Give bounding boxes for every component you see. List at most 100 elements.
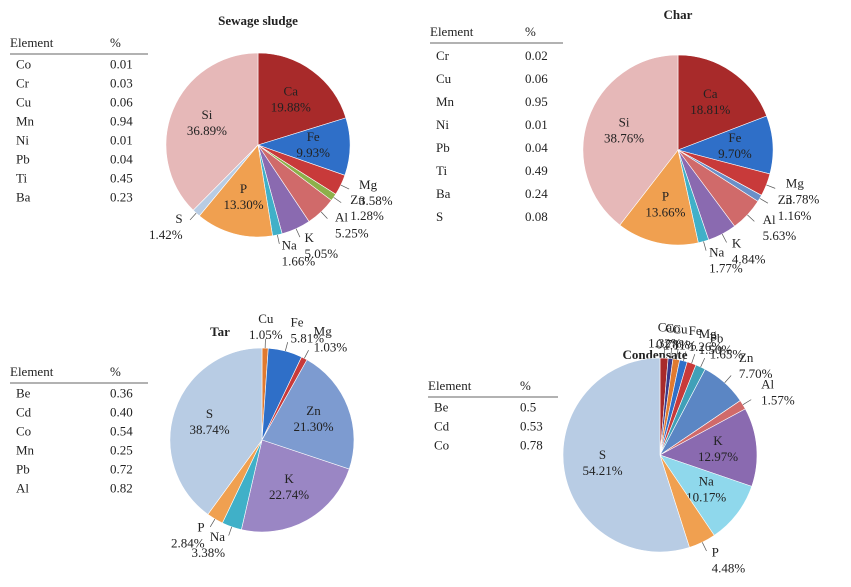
leader-line xyxy=(691,354,696,364)
table-cell: Pb xyxy=(16,461,30,476)
leader-line xyxy=(284,342,289,352)
slice-label: Cu xyxy=(258,311,274,326)
value-label: 22.74% xyxy=(269,487,309,502)
value-label: 1.32% xyxy=(648,336,682,351)
value-label: 9.93% xyxy=(296,145,330,160)
value-label: 5.63% xyxy=(763,228,797,243)
slice-label: Mg xyxy=(314,323,333,338)
table-cell: Cr xyxy=(16,75,30,90)
table-cell: Cu xyxy=(16,94,32,109)
value-label: 38.76% xyxy=(604,131,644,146)
slice-label: Fe xyxy=(728,130,741,145)
leader-line xyxy=(700,357,706,368)
table-cell: 0.72 xyxy=(110,461,133,476)
slice-label: Cu xyxy=(672,321,688,336)
table-cell: 0.01 xyxy=(525,117,548,132)
table-cell: Be xyxy=(434,399,449,414)
value-label: 3.78% xyxy=(786,192,820,207)
table-cell: Ba xyxy=(16,189,31,204)
table-cell: 0.23 xyxy=(110,189,133,204)
leader-line xyxy=(277,234,280,245)
table-cell: 0.36 xyxy=(110,385,133,400)
pie-slice xyxy=(165,52,259,211)
slice-label: Ca xyxy=(658,320,673,335)
value-label: 54.21% xyxy=(582,463,622,478)
pie-slice xyxy=(198,144,273,238)
value-label: 21.30% xyxy=(293,419,333,434)
value-label: 1.16% xyxy=(778,208,812,223)
slice-label: Na xyxy=(699,473,714,488)
leader-line xyxy=(766,184,776,189)
slice-label: K xyxy=(284,471,294,486)
pie-slice xyxy=(261,359,355,470)
table-cell: Ni xyxy=(16,132,29,147)
value-label: 3.38% xyxy=(191,545,225,560)
value-label: 12.97% xyxy=(698,449,738,464)
leader-line xyxy=(701,542,707,552)
table-cell: Ti xyxy=(16,170,27,185)
leader-line xyxy=(189,212,197,221)
table-cell: 0.06 xyxy=(525,71,548,86)
table-header: % xyxy=(110,35,121,50)
table-cell: Co xyxy=(16,56,31,71)
slice-label: Mg xyxy=(699,326,718,341)
value-label: 1.11% xyxy=(663,337,696,352)
value-label: 0.78% xyxy=(656,336,690,351)
pie-slice xyxy=(659,408,758,487)
table-cell: S xyxy=(436,209,443,224)
value-label: 4.48% xyxy=(712,560,746,575)
table-cell: 0.04 xyxy=(525,140,548,155)
slice-label: Si xyxy=(202,107,213,122)
slice-label: Zn xyxy=(778,192,793,207)
slice-label: Ca xyxy=(703,86,718,101)
pie-slice xyxy=(582,54,679,226)
leader-line xyxy=(675,349,679,360)
slice-label: Co xyxy=(665,320,680,335)
slice-label: S xyxy=(206,406,213,421)
slice-label: Al xyxy=(761,377,774,392)
table-cell: Cu xyxy=(436,71,452,86)
value-label: 1.03% xyxy=(314,339,348,354)
value-label: 5.81% xyxy=(290,330,324,345)
value-label: 1.26% xyxy=(689,339,723,354)
table-cell: Pb xyxy=(436,140,450,155)
value-label: 13.66% xyxy=(645,205,685,220)
value-label: 9.70% xyxy=(718,146,752,161)
table-cell: Cd xyxy=(434,418,450,433)
table-cell: 0.40 xyxy=(110,404,133,419)
leader-line xyxy=(759,198,769,204)
table-cell: 0.04 xyxy=(110,151,133,166)
leader-line xyxy=(340,184,350,190)
table-header: Element xyxy=(10,35,54,50)
leader-line xyxy=(320,211,328,219)
value-label: 1.57% xyxy=(761,393,795,408)
value-label: 13.30% xyxy=(223,197,263,212)
table-cell: 0.06 xyxy=(110,94,133,109)
slice-label: K xyxy=(304,230,314,245)
slice-label: S xyxy=(175,211,182,226)
table-cell: 0.54 xyxy=(110,423,133,438)
table-cell: 0.01 xyxy=(110,56,133,71)
value-label: 5.05% xyxy=(304,246,338,261)
table-header: Element xyxy=(10,364,54,379)
table-cell: 0.25 xyxy=(110,442,133,457)
slice-label: Ca xyxy=(284,84,299,99)
pie-slice xyxy=(619,149,699,246)
value-label: 4.84% xyxy=(732,252,766,267)
value-label: 36.89% xyxy=(187,123,227,138)
value-label: 1.05% xyxy=(249,327,283,342)
table-cell: Co xyxy=(434,437,449,452)
leader-line xyxy=(742,399,752,405)
table-cell: Pb xyxy=(16,151,30,166)
value-label: 1.28% xyxy=(350,208,384,223)
slice-label: P xyxy=(712,544,719,559)
slice-label: Mg xyxy=(786,176,805,191)
value-label: 1.50% xyxy=(699,342,733,357)
table-cell: Ba xyxy=(436,186,451,201)
table-cell: Mn xyxy=(16,442,35,457)
slice-label: Na xyxy=(282,238,297,253)
table-cell: 0.02 xyxy=(525,48,548,63)
leader-line xyxy=(209,518,216,528)
table-header: % xyxy=(520,378,531,393)
